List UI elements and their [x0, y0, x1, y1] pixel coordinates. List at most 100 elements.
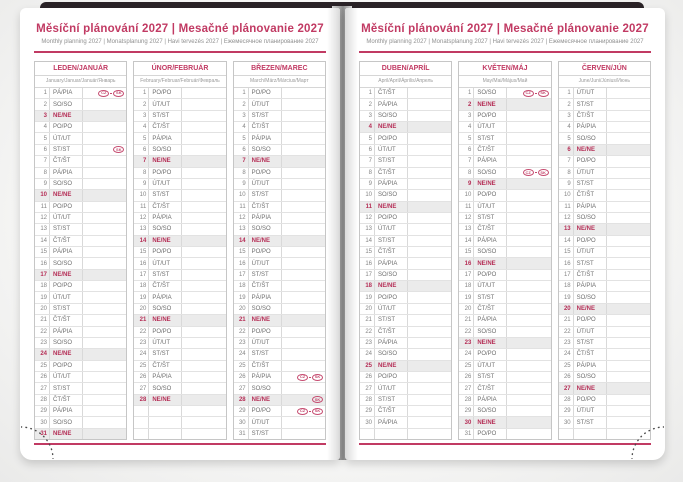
day-abbrev-cell: ČT/ŠT [574, 269, 607, 281]
day-row: 30 ST/ST [558, 417, 650, 429]
day-row: 3 ST/ST [233, 110, 325, 123]
day-row: 13 SO/SO [134, 224, 226, 236]
holiday-badge-sk: SK [311, 407, 323, 415]
day-row: 15 PO/PO [134, 247, 226, 259]
day-row-sunday: 20 NE/NE [558, 303, 650, 316]
day-abbrev-cell: SO/SO [474, 167, 508, 178]
badge-separator [534, 172, 537, 174]
day-number-cell: 21 [459, 315, 475, 326]
month-table: KVĚTEN/MÁJ May/Mai/Május/Май 1 SO/SO CZ SK 2 NE… [458, 61, 552, 440]
day-row: 13 ST/ST [35, 224, 127, 236]
day-row: 20 ÚT/UT [360, 303, 452, 316]
day-number-cell: 16 [234, 258, 249, 269]
day-row-sunday: 30 NE/NE [459, 417, 551, 429]
day-row: 24 ST/ST [233, 349, 325, 361]
notes-cell [507, 281, 550, 291]
day-number-cell: 31 [35, 428, 50, 440]
day-number-cell: 15 [134, 247, 150, 258]
day-number-cell: 5 [234, 133, 249, 144]
day-abbrev-cell: NE/NE [149, 235, 183, 247]
day-row: 22 ČT/ŠT [360, 326, 452, 338]
day-row: 27 ČT/ŠT [459, 383, 551, 395]
day-abbrev-cell: ST/ST [50, 144, 83, 156]
notes-cell [282, 304, 325, 314]
month-name-label: KVĚTEN/MÁJ [459, 62, 551, 76]
day-row-sunday: 28 NE/NE [134, 394, 226, 407]
day-row [360, 428, 451, 440]
day-row: 6 ST/ST SK [35, 144, 127, 157]
day-row: 19 ST/ST [459, 292, 551, 304]
day-abbrev-cell: SO/SO [249, 383, 282, 394]
day-abbrev-cell: PÁ/PIA [474, 235, 508, 247]
day-row: 27 ST/ST [35, 383, 127, 395]
day-row-sunday: 13 NE/NE [558, 224, 650, 236]
day-number-cell: 31 [234, 428, 249, 440]
day-abbrev-cell: SO/SO [50, 258, 83, 269]
day-abbrev-cell: PO/PO [249, 88, 282, 99]
day-abbrev-cell: ČT/ŠT [249, 360, 282, 371]
day-abbrev-cell: ČT/ŠT [50, 156, 83, 167]
notes-cell [83, 349, 126, 359]
notes-cell [408, 213, 451, 223]
notes-cell [408, 429, 451, 439]
day-row: 2 ÚT/UT [233, 99, 325, 111]
notes-cell [507, 349, 550, 359]
day-row: 17 PO/PO [459, 269, 551, 282]
day-abbrev-cell: ÚT/UT [149, 99, 183, 110]
notes-cell [182, 361, 225, 371]
holiday-badge-sk: SK [113, 146, 125, 154]
day-row: 11 ÚT/UT [459, 201, 551, 213]
notes-cell [282, 168, 325, 178]
day-row: 10 ČT/ŠT [558, 190, 650, 202]
notes-cell [182, 315, 225, 325]
page-subtitle: Monthly planning 2027 | Monatsplanung 20… [41, 39, 319, 45]
notes-cell [507, 429, 550, 439]
month-table: ČERVEN/JÚN June/Juni/Június/Июнь 1 ÚT/UT 2 ST… [557, 61, 651, 440]
notes-cell [607, 236, 650, 246]
day-number-cell: 21 [234, 315, 249, 326]
day-abbrev-cell: NE/NE [375, 281, 408, 292]
month-name-label: LEDEN/JANUÁR [35, 62, 127, 76]
day-number-cell: 12 [134, 212, 150, 224]
notes-cell [607, 99, 650, 109]
day-abbrev-cell: PÁ/PIA [574, 201, 607, 212]
day-abbrev-cell: PO/PO [375, 212, 408, 224]
notes-cell [282, 88, 325, 98]
day-abbrev-cell: PO/PO [474, 269, 508, 281]
day-row: 15 ÚT/UT [558, 247, 650, 259]
day-abbrev-cell: ÚT/UT [474, 122, 508, 133]
page-content-right: Měsíční plánování 2027 | Mesačné plánova… [345, 8, 665, 460]
day-abbrev-cell: PÁ/PIA [50, 88, 83, 99]
day-number-cell: 21 [134, 315, 150, 326]
day-number-cell: 13 [134, 224, 150, 235]
notes-cell [607, 292, 650, 302]
day-number-cell: 8 [459, 167, 475, 178]
day-abbrev-cell: SO/SO [574, 371, 607, 383]
day-number-cell: 3 [234, 110, 249, 122]
notes-cell [282, 281, 325, 291]
notes-cell [408, 327, 451, 337]
day-row: 8 ČT/ŠT [360, 167, 452, 179]
notes-cell [607, 247, 650, 257]
notes-cell [282, 361, 325, 371]
notes-cell [607, 327, 650, 337]
notes-cell [408, 88, 451, 98]
notes-cell [83, 258, 126, 268]
day-number-cell: 26 [459, 371, 475, 383]
day-number-cell: 5 [35, 133, 50, 144]
day-abbrev-cell: NE/NE [474, 178, 508, 190]
month-name-label: BŘEZEN/MAREC [233, 62, 325, 76]
day-abbrev-cell: PÁ/PIA [149, 371, 183, 383]
notes-cell [83, 315, 126, 325]
day-row: 15 PÁ/PIA [35, 247, 127, 259]
day-number-cell: 4 [559, 122, 574, 133]
day-number-cell: 9 [459, 178, 475, 190]
day-number-cell: 14 [134, 235, 150, 247]
day-number-cell: 13 [559, 224, 574, 235]
badge-separator [110, 92, 113, 94]
notes-cell [607, 213, 650, 223]
month-translations-label: March/März/Március/Март [233, 76, 325, 88]
month-rows: 1 PÁ/PIA CZ SK 2 SO/SO 3 NE/NE 4 PO/PO 5 ÚT/UT 6 ST/S… [35, 88, 127, 440]
notes-cell [282, 190, 325, 200]
day-number-cell: 30 [559, 417, 574, 428]
